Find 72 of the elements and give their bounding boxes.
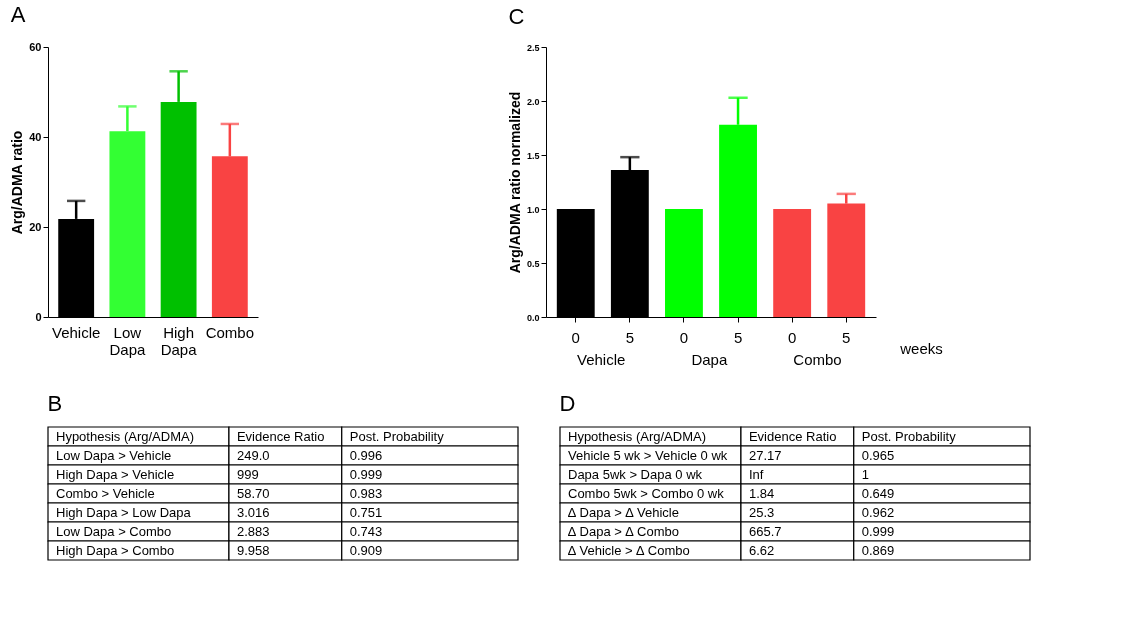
text: Post. Probability bbox=[861, 428, 957, 444]
text: ∆ Vehicle > ∆ Combo bbox=[568, 542, 690, 558]
bar bbox=[773, 209, 812, 317]
text: 27.17 bbox=[748, 447, 782, 463]
x-tick-label: 0 bbox=[679, 328, 689, 346]
x-tick-label: 0 bbox=[787, 328, 797, 346]
y-tick-label: 2.5 bbox=[526, 42, 540, 53]
text: Hypothesis (Arg/ADMA) bbox=[56, 428, 194, 444]
text: ∆ Dapa > ∆ Combo bbox=[568, 523, 679, 539]
text: 58.70 bbox=[236, 485, 270, 501]
y-tick-label: 1.0 bbox=[526, 204, 540, 215]
text: High Dapa > Vehicle bbox=[56, 466, 175, 482]
text: 1 bbox=[861, 466, 869, 482]
text: 3.016 bbox=[236, 504, 270, 520]
text: 0.983 bbox=[349, 485, 383, 501]
text: Dapa 5wk > Dapa 0 wk bbox=[568, 466, 703, 482]
y-axis-title: Arg/ADMA ratio bbox=[9, 130, 26, 235]
x-tick-label: Low Dapa bbox=[109, 323, 146, 358]
text: 1.84 bbox=[748, 485, 775, 501]
y-tick-label: 0 bbox=[35, 310, 42, 323]
text: Vehicle 5 wk > Vehicle 0 wk bbox=[568, 447, 728, 463]
text: Combo > Vehicle bbox=[56, 485, 155, 501]
x-tick-label: 0 bbox=[571, 328, 580, 346]
text: 0.962 bbox=[861, 504, 895, 520]
text: D bbox=[559, 391, 576, 417]
text: Low Dapa > Combo bbox=[56, 523, 172, 539]
text: 0.649 bbox=[861, 485, 895, 501]
text: 0.743 bbox=[349, 523, 383, 539]
y-tick-label: 1.5 bbox=[526, 150, 540, 161]
text: 0.869 bbox=[861, 542, 895, 558]
text: 0.751 bbox=[349, 504, 383, 520]
x-tick-label: 5 bbox=[842, 328, 851, 346]
text: 25.3 bbox=[748, 504, 775, 520]
x-tick-label: High Dapa bbox=[160, 323, 198, 358]
text: Hypothesis (Arg/ADMA) bbox=[568, 428, 706, 444]
x-tick-label: Vehicle bbox=[51, 323, 101, 341]
text: Dapa bbox=[691, 351, 728, 368]
x-tick-label: Combo bbox=[205, 323, 255, 341]
y-tick-label: 0.5 bbox=[526, 258, 540, 269]
x-tick-label: 5 bbox=[625, 328, 635, 346]
text: 0.999 bbox=[349, 466, 383, 482]
text: Post. Probability bbox=[349, 428, 445, 444]
text: Evidence Ratio bbox=[748, 428, 837, 444]
text: 0.996 bbox=[349, 447, 383, 463]
y-tick-label: 0.0 bbox=[526, 312, 540, 323]
text: Combo 5wk > Combo 0 wk bbox=[568, 485, 725, 501]
text: Inf bbox=[748, 466, 764, 482]
text: 6.62 bbox=[748, 542, 775, 558]
text: 9.958 bbox=[236, 542, 270, 558]
text: 665.7 bbox=[748, 523, 782, 539]
y-tick-label: 20 bbox=[29, 220, 42, 233]
text: 249.0 bbox=[236, 447, 270, 463]
text: 0.999 bbox=[861, 523, 895, 539]
x-axis-title: weeks bbox=[899, 339, 943, 357]
y-tick-label: 2.0 bbox=[526, 96, 540, 107]
y-tick-label: 40 bbox=[29, 130, 42, 143]
text: 0.965 bbox=[861, 447, 895, 463]
text: ∆ Dapa > ∆ Vehicle bbox=[568, 504, 679, 520]
chart-title: A bbox=[10, 2, 26, 27]
chart-title: C bbox=[508, 4, 525, 29]
text: B bbox=[47, 391, 63, 417]
text: 999 bbox=[236, 466, 259, 482]
y-axis-title: Arg/ADMA ratio normalized bbox=[506, 91, 523, 274]
text: High Dapa > Low Dapa bbox=[56, 504, 192, 520]
x-tick-label: 5 bbox=[733, 328, 743, 346]
text: 2.883 bbox=[236, 523, 270, 539]
y-tick-label: 60 bbox=[29, 40, 42, 53]
text: Evidence Ratio bbox=[236, 428, 325, 444]
text: 0.909 bbox=[349, 542, 383, 558]
text: High Dapa > Combo bbox=[56, 542, 175, 558]
bar bbox=[665, 209, 703, 317]
text: Low Dapa > Vehicle bbox=[56, 447, 172, 463]
